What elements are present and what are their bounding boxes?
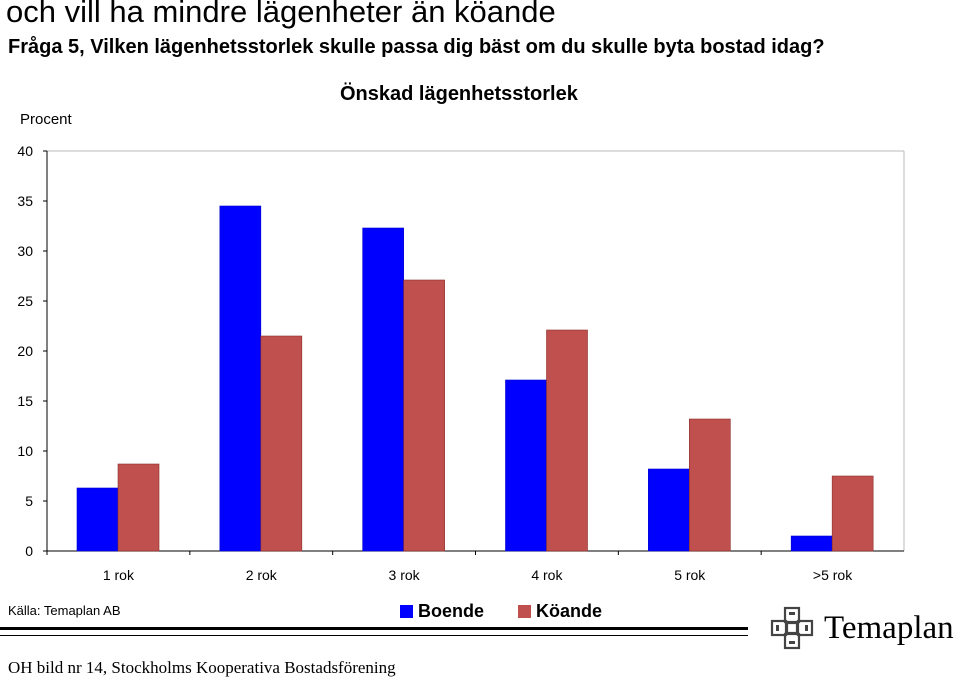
y-tick-label: 25 (17, 293, 33, 309)
y-tick-label: 20 (17, 343, 33, 359)
bar-kande-5 (831, 475, 874, 552)
legend-label-koande: Köande (536, 601, 603, 621)
logo-cross-icon (770, 606, 814, 650)
bar-boende-1 (219, 205, 262, 552)
legend-swatch-koande (518, 605, 532, 618)
legend-item-boende: Boende (400, 601, 484, 622)
legend-item-koande: Köande (518, 601, 602, 622)
divider-thick (0, 627, 748, 630)
y-tick-label: 0 (25, 543, 33, 559)
bar-boende-5 (790, 535, 833, 552)
divider-thin (0, 635, 748, 636)
y-axis-label: Procent (20, 111, 72, 128)
footer-text: OH bild nr 14, Stockholms Kooperativa Bo… (8, 658, 396, 677)
chart-legend: Boende Köande (400, 601, 636, 622)
bar-kande-1 (260, 335, 303, 552)
bar-kande-4 (689, 418, 731, 552)
x-category-label: 1 rok (103, 567, 135, 583)
y-tick-label: 10 (17, 443, 33, 459)
legend-label-boende: Boende (418, 601, 485, 621)
question-text: Fråga 5, Vilken lägenhetsstorlek skulle … (8, 36, 825, 58)
legend-swatch-boende (400, 605, 413, 618)
bar-kande-2 (403, 279, 445, 552)
bar-boende-4 (648, 468, 690, 552)
bar-kande-3 (546, 329, 588, 552)
y-tick-label: 5 (25, 493, 33, 509)
y-tick-label: 40 (17, 143, 33, 159)
y-tick-label: 35 (17, 193, 33, 209)
bar-chart: 0 5 10 15 20 25 30 35 40 1 rok 2 rok 3 rok 4 rok 5 ro… (17, 143, 905, 583)
x-category-label: 5 rok (674, 567, 706, 583)
logo-text: Temaplan (824, 609, 954, 646)
chart-title: Önskad lägenhetsstorlek (340, 83, 578, 105)
x-category-label: 4 rok (531, 567, 563, 583)
x-category-label: >5 rok (813, 567, 853, 583)
bar-boende-2 (362, 227, 404, 552)
x-category-label: 2 rok (246, 567, 278, 583)
y-tick-label: 15 (17, 393, 33, 409)
y-tick-label: 30 (17, 243, 33, 259)
page-title: och vill ha mindre lägenheter än köande (6, 0, 556, 29)
bar-boende-0 (76, 487, 119, 552)
source-note: Källa: Temaplan AB (8, 603, 121, 618)
bar-boende-3 (505, 379, 547, 552)
x-category-label: 3 rok (389, 567, 421, 583)
bar-kande-0 (117, 463, 160, 552)
temaplan-logo: Temaplan (770, 606, 954, 650)
